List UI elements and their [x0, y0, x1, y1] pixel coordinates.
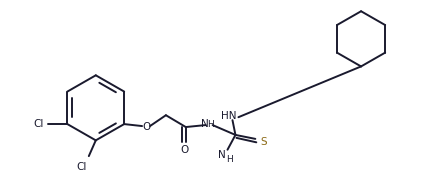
Text: S: S	[260, 137, 267, 147]
Text: Cl: Cl	[33, 119, 44, 129]
Text: H: H	[207, 120, 214, 129]
Text: O: O	[142, 122, 150, 132]
Text: H: H	[226, 155, 233, 164]
Text: Cl: Cl	[77, 162, 87, 172]
Text: N: N	[201, 119, 209, 129]
Text: HN: HN	[221, 111, 236, 121]
Text: O: O	[180, 145, 188, 155]
Text: N: N	[218, 150, 226, 160]
